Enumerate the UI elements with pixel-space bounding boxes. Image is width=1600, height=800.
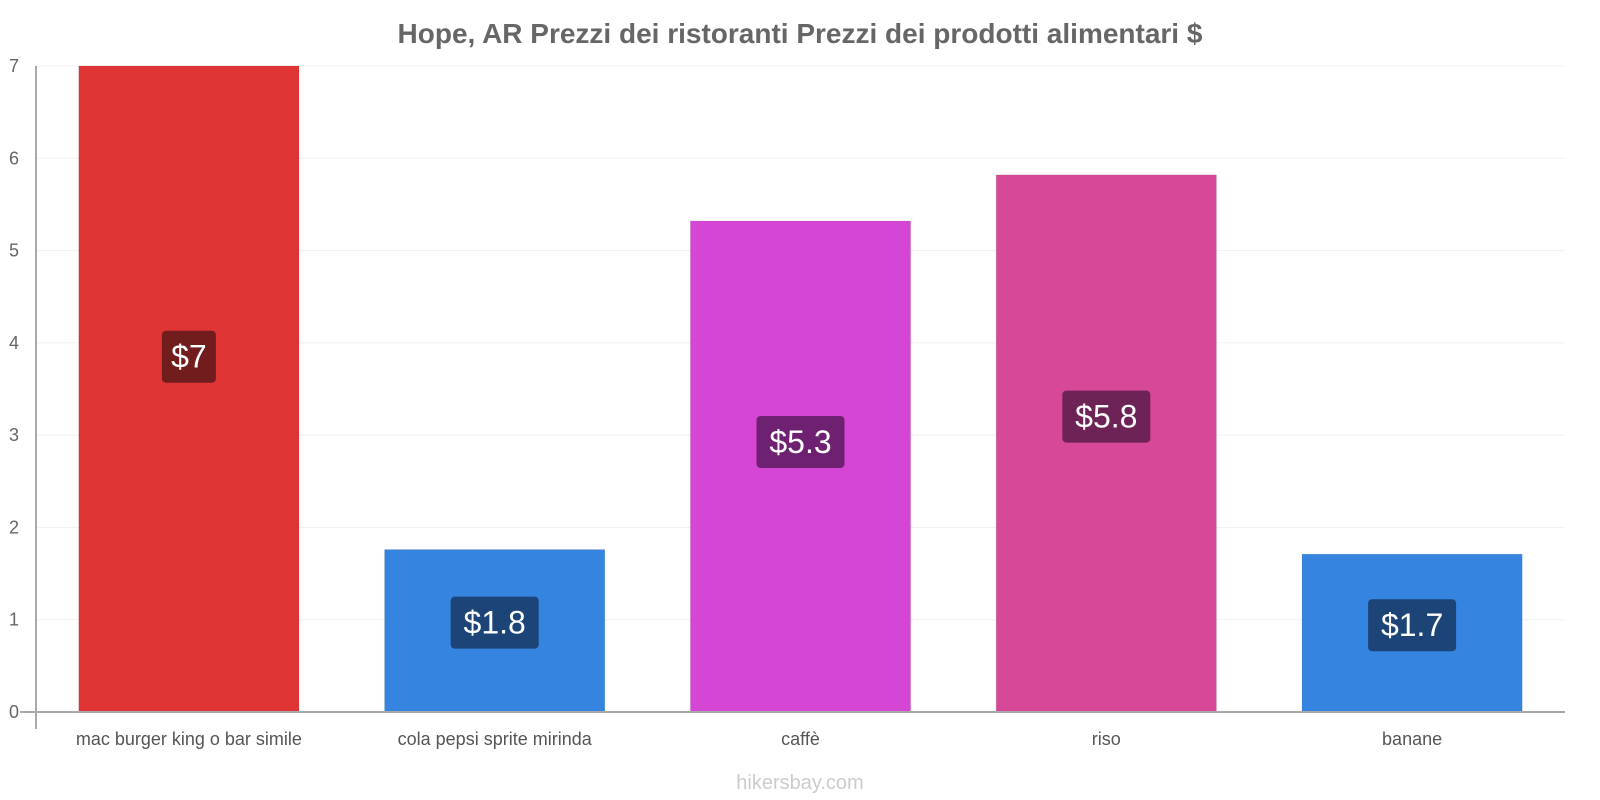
value-label-box (1368, 599, 1457, 652)
axes (20, 66, 1565, 729)
value-label: $1.8 (464, 605, 526, 641)
value-label-box (756, 415, 845, 468)
x-tick-label: cola pepsi sprite mirinda (398, 729, 593, 749)
x-tick-label: caffè (781, 729, 820, 749)
value-label: $1.7 (1381, 607, 1443, 643)
value-label: $5.3 (769, 424, 831, 460)
bar[interactable] (995, 174, 1217, 713)
y-tick-label: 7 (9, 56, 19, 76)
labels: 0 1 2 3 4 5 6 7 $7 mac burger king o bar simile $1… (9, 56, 1457, 749)
value-label: $5.8 (1075, 399, 1137, 435)
y-tick-label: 4 (9, 333, 19, 353)
y-tick-label: 6 (9, 148, 19, 168)
y-tick-label: 3 (9, 425, 19, 445)
y-tick-label: 1 (9, 610, 19, 630)
x-tick-label: mac burger king o bar simile (76, 729, 302, 749)
x-tick-label: banane (1382, 729, 1442, 749)
y-tick-label: 5 (9, 241, 19, 261)
bars (78, 65, 1523, 713)
x-tick-label: riso (1092, 729, 1121, 749)
bar[interactable] (78, 65, 300, 713)
footer-source[interactable]: hikersbay.com (736, 772, 863, 794)
chart-title: Hope, AR Prezzi dei ristoranti Prezzi de… (398, 18, 1203, 49)
y-tick-label: 0 (9, 702, 19, 722)
value-label-box (161, 330, 216, 383)
value-label-box (1062, 390, 1151, 443)
value-label: $7 (171, 339, 207, 375)
y-tick-label: 2 (9, 517, 19, 537)
value-label-box (450, 596, 539, 649)
